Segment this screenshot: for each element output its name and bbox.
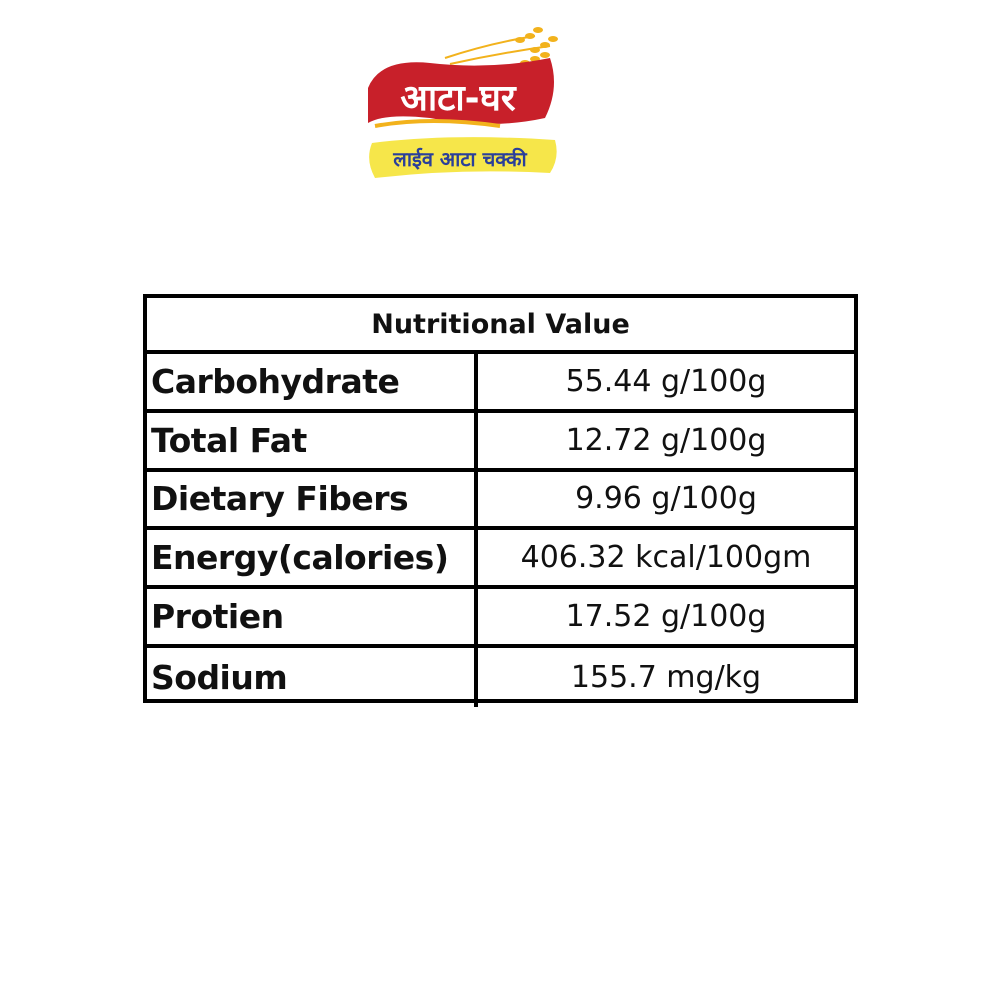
nutrient-label: Sodium [147,647,478,707]
table-row: Energy(calories) 406.32 kcal/100gm [147,530,854,590]
nutrient-label: Dietary Fibers [147,471,478,527]
table-row: Sodium 155.7 mg/kg [147,647,854,707]
logo-banner [368,58,554,124]
nutrient-value: 12.72 g/100g [565,422,767,458]
table-title: Nutritional Value [147,298,854,354]
nutrient-value: 55.44 g/100g [565,363,767,399]
table-row: Carbohydrate 55.44 g/100g [147,354,854,413]
nutrition-table: Nutritional Value Carbohydrate 55.44 g/1… [143,294,858,707]
logo-graphic: आटा-घर लाईव आटा चक्की [368,27,558,178]
table-row: Total Fat 12.72 g/100g [147,412,854,472]
logo-brand-text: आटा-घर [400,78,516,119]
table-row: Dietary Fibers 9.96 g/100g [147,471,854,531]
nutrient-label: Energy(calories) [147,530,478,586]
nutrient-value: 9.96 g/100g [575,481,757,517]
logo-tagline: लाईव आटा चक्की [392,147,527,171]
nutrient-label: Protien [147,589,478,644]
logo-tagline-ribbon [369,137,557,178]
brand-logo: आटा-घर लाईव आटा चक्की [350,18,570,183]
table-row: Protien 17.52 g/100g [147,589,854,648]
nutrient-value: 17.52 g/100g [565,599,767,635]
nutrient-value: 155.7 mg/kg [570,659,762,695]
nutrient-value: 406.32 kcal/100gm [520,540,812,576]
nutrient-label: Carbohydrate [147,354,478,409]
nutrient-label: Total Fat [147,412,478,468]
